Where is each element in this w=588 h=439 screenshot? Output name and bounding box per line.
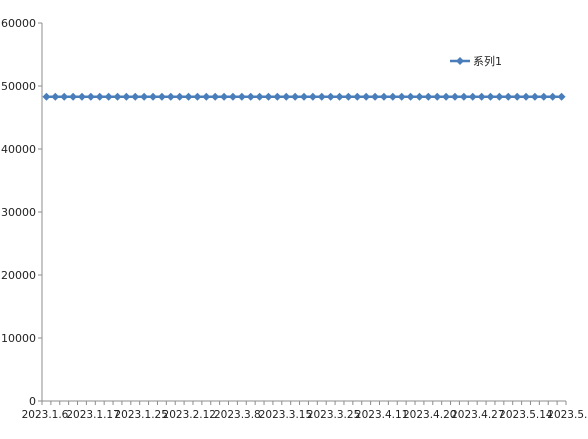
data-point-marker <box>220 92 229 101</box>
data-point-marker <box>131 92 140 101</box>
data-point-marker <box>548 92 557 101</box>
y-axis: 0 10000 20000 30000 40000 50000 60000 <box>1 17 43 408</box>
legend: 系列1 <box>450 54 502 68</box>
data-point-marker <box>104 92 113 101</box>
x-tick-label: 2023.4.27 <box>451 409 504 421</box>
data-point-marker <box>255 92 264 101</box>
x-axis: 2023.1.62023.1.172023.1.252023.2.122023.… <box>22 400 588 421</box>
x-tick-label: 2023.3.8 <box>214 409 261 421</box>
data-point-marker <box>273 92 282 101</box>
y-tick-label: 20000 <box>1 269 36 282</box>
data-point-marker <box>166 92 175 101</box>
legend-label-series-1: 系列1 <box>473 54 502 68</box>
data-point-marker <box>504 92 513 101</box>
data-point-marker <box>326 92 335 101</box>
data-point-marker <box>450 92 459 101</box>
data-point-marker <box>539 92 548 101</box>
data-point-marker <box>513 92 522 101</box>
data-point-marker <box>211 92 220 101</box>
data-point-marker <box>69 92 78 101</box>
data-point-marker <box>228 92 237 101</box>
x-tick-label: 2023.4.11 <box>355 409 408 421</box>
data-point-marker <box>371 92 380 101</box>
data-point-marker <box>388 92 397 101</box>
data-point-marker <box>379 92 388 101</box>
data-point-marker <box>51 92 60 101</box>
data-point-marker <box>193 92 202 101</box>
data-point-marker <box>415 92 424 101</box>
data-point-marker <box>477 92 486 101</box>
y-tick-label: 0 <box>29 395 36 408</box>
data-point-marker <box>77 92 86 101</box>
data-point-marker <box>175 92 184 101</box>
x-tick-label: 2023.4.20 <box>403 409 456 421</box>
data-point-marker <box>406 92 415 101</box>
data-point-marker <box>424 92 433 101</box>
data-point-marker <box>157 92 166 101</box>
x-tick-label: 2023.3.15 <box>259 409 312 421</box>
data-point-marker <box>344 92 353 101</box>
data-point-marker <box>42 92 51 101</box>
data-point-marker <box>95 92 104 101</box>
data-point-marker <box>397 92 406 101</box>
data-point-marker <box>86 92 95 101</box>
x-tick-label: 2023.1.25 <box>114 409 167 421</box>
data-point-marker <box>149 92 158 101</box>
data-point-marker <box>486 92 495 101</box>
data-point-marker <box>459 92 468 101</box>
data-point-marker <box>300 92 308 101</box>
data-point-marker <box>317 92 326 101</box>
data-point-marker <box>237 92 246 101</box>
data-point-marker <box>362 92 371 101</box>
x-tick-label: 2023.1.17 <box>66 409 119 421</box>
x-tick-label: 2023.5.26 <box>547 409 588 421</box>
data-point-marker <box>202 92 211 101</box>
series-plot <box>42 92 566 101</box>
y-tick-label: 50000 <box>1 80 36 93</box>
data-point-marker <box>433 92 442 101</box>
data-point-marker <box>264 92 273 101</box>
x-tick-label: 2023.3.25 <box>307 409 360 421</box>
data-point-marker <box>530 92 539 101</box>
y-tick-label: 30000 <box>1 206 36 219</box>
x-tick-label: 2023.1.6 <box>22 409 69 421</box>
data-point-marker <box>308 92 317 101</box>
data-point-marker <box>353 92 362 101</box>
data-point-marker <box>184 92 193 101</box>
x-tick-label: 2023.5.14 <box>499 409 553 421</box>
legend-diamond-marker <box>456 57 464 65</box>
y-tick-label: 40000 <box>1 143 36 156</box>
data-point-marker <box>282 92 291 101</box>
y-tick-label: 10000 <box>1 332 36 345</box>
data-point-marker <box>335 92 344 101</box>
data-point-marker <box>60 92 69 101</box>
data-point-marker <box>122 92 131 101</box>
data-point-marker <box>522 92 531 101</box>
data-point-marker <box>140 92 149 101</box>
data-point-marker <box>113 92 122 101</box>
data-point-marker <box>246 92 255 101</box>
x-tick-label: 2023.2.12 <box>163 409 216 421</box>
data-point-marker <box>495 92 504 101</box>
data-point-marker <box>557 92 566 101</box>
data-point-marker <box>468 92 477 101</box>
data-point-marker <box>442 92 451 101</box>
data-point-marker <box>291 92 300 101</box>
y-tick-label: 60000 <box>1 17 36 30</box>
